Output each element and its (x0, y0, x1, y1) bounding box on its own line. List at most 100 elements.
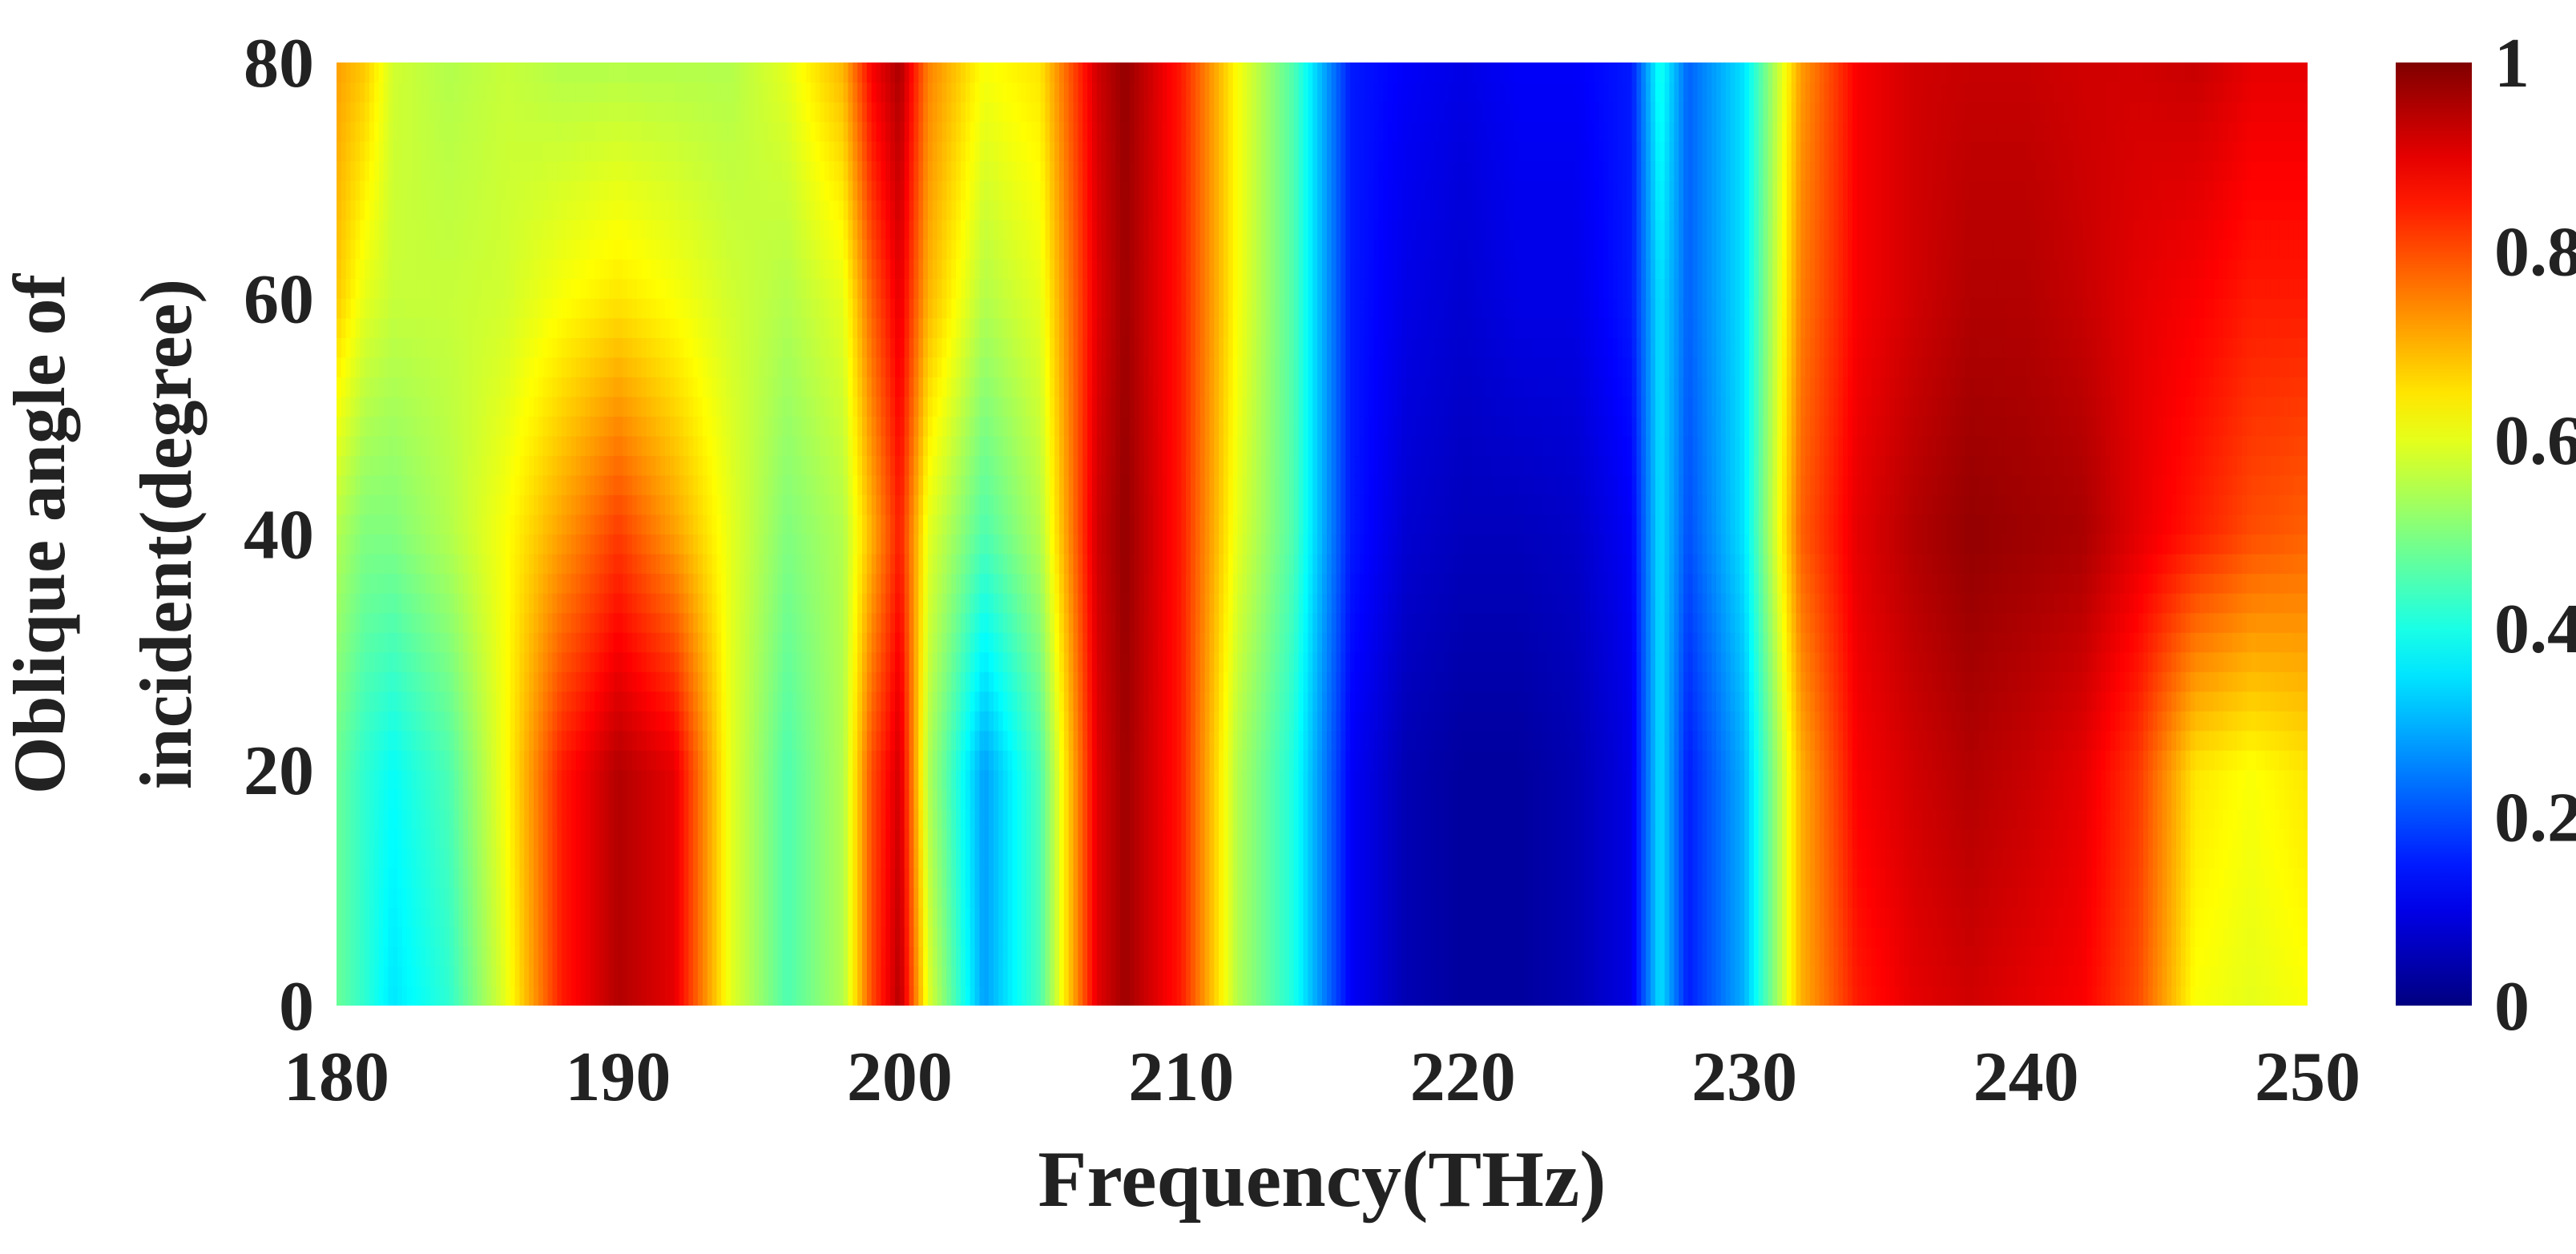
heatmap-cell (2119, 966, 2126, 987)
heatmap-cell (505, 829, 511, 849)
heatmap-cell (524, 789, 530, 810)
heatmap-cell (2298, 789, 2304, 810)
heatmap-cell (1326, 907, 1332, 928)
heatmap-cell (904, 868, 910, 889)
heatmap-cell (1012, 808, 1018, 829)
heatmap-cell (365, 907, 370, 928)
heatmap-cell (1191, 868, 1196, 889)
heatmap-cell (383, 986, 389, 1006)
heatmap-cell (731, 887, 736, 908)
heatmap-cell (815, 789, 820, 810)
heatmap-cell (1082, 966, 1088, 987)
heatmap-cell (1429, 946, 1436, 967)
heatmap-cell (1810, 868, 1816, 889)
heatmap-cell (1983, 946, 1989, 967)
heatmap-cell (383, 808, 389, 829)
heatmap-cell (2204, 808, 2210, 829)
heatmap-cell (2002, 946, 2008, 967)
heatmap-cell (1162, 946, 1168, 967)
heatmap-cell (1336, 868, 1342, 889)
heatmap-cell (731, 966, 736, 987)
heatmap-cell (542, 769, 549, 790)
heatmap-cell (1824, 829, 1830, 849)
heatmap-cell (1143, 907, 1149, 928)
heatmap-cell (1772, 868, 1778, 889)
heatmap-cell (1462, 986, 1469, 1006)
heatmap-cell (1425, 946, 1431, 967)
heatmap-cell (1664, 789, 1671, 810)
heatmap-cell (1570, 966, 1576, 987)
heatmap-cell (2054, 848, 2060, 869)
heatmap-cell (468, 868, 474, 889)
heatmap-cell (570, 946, 577, 967)
heatmap-cell (1922, 926, 1929, 948)
heatmap-cell (1547, 868, 1553, 889)
heatmap-cell (1340, 907, 1346, 928)
heatmap-cell (1293, 769, 1300, 790)
heatmap-cell (1017, 966, 1022, 987)
heatmap-cell (1782, 808, 1788, 829)
heatmap-cell (838, 926, 845, 948)
heatmap-cell (2091, 868, 2098, 889)
heatmap-cell (1988, 907, 1994, 928)
heatmap-cell (2162, 966, 2167, 987)
heatmap-cell (885, 986, 891, 1006)
heatmap-cell (1087, 907, 1093, 928)
heatmap-cell (1659, 946, 1666, 967)
heatmap-cell (787, 789, 792, 810)
heatmap-cell (2162, 907, 2167, 928)
heatmap-cell (1838, 926, 1844, 948)
heatmap-cell (2114, 808, 2121, 829)
heatmap-cell (994, 829, 999, 849)
heatmap-cell (731, 848, 736, 869)
heatmap-cell (2157, 946, 2163, 967)
heatmap-cell (1848, 808, 1853, 829)
heatmap-cell (1998, 926, 2003, 948)
heatmap-cell (2180, 868, 2187, 889)
heatmap-cell (2068, 926, 2074, 948)
heatmap-cell (726, 926, 732, 948)
heatmap-cell (1856, 946, 1863, 967)
heatmap-cell (501, 887, 506, 908)
heatmap-cell (1022, 986, 1027, 1006)
heatmap-cell (1556, 868, 1562, 889)
heatmap-cell (1876, 966, 1881, 987)
heatmap-cell (1730, 887, 1736, 908)
heatmap-cell (777, 966, 784, 987)
heatmap-cell (1941, 808, 1947, 829)
heatmap-cell (702, 907, 708, 928)
heatmap-cell (1191, 926, 1196, 948)
heatmap-cell (538, 829, 544, 849)
heatmap-cell (1580, 887, 1586, 908)
heatmap-cell (1679, 946, 1684, 967)
heatmap-cell (679, 789, 685, 810)
heatmap-cell (1171, 808, 1178, 829)
heatmap-cell (570, 769, 577, 790)
heatmap-cell (2246, 808, 2252, 829)
heatmap-cell (946, 868, 952, 889)
heatmap-cell (815, 946, 820, 967)
heatmap-cell (726, 907, 732, 928)
heatmap-cell (1805, 887, 1811, 908)
heatmap-cell (449, 907, 455, 928)
heatmap-cell (833, 808, 840, 829)
heatmap-cell (866, 789, 873, 810)
heatmap-cell (1026, 769, 1032, 790)
heatmap-cell (1308, 926, 1313, 948)
heatmap-cell (2275, 946, 2280, 967)
heatmap-cell (838, 868, 845, 889)
heatmap-cell (895, 946, 901, 967)
heatmap-cell (1993, 907, 1999, 928)
heatmap-cell (698, 887, 703, 908)
heatmap-cell (782, 868, 788, 889)
heatmap-cell (1547, 789, 1553, 810)
heatmap-cell (1707, 887, 1712, 908)
heatmap-cell (552, 966, 558, 987)
heatmap-cell (2096, 769, 2102, 790)
heatmap-cell (501, 907, 506, 928)
heatmap-cell (402, 808, 408, 829)
heatmap-cell (608, 808, 615, 829)
heatmap-cell (1228, 848, 1234, 869)
heatmap-cell (1749, 926, 1755, 948)
heatmap-cell (1425, 986, 1431, 1006)
